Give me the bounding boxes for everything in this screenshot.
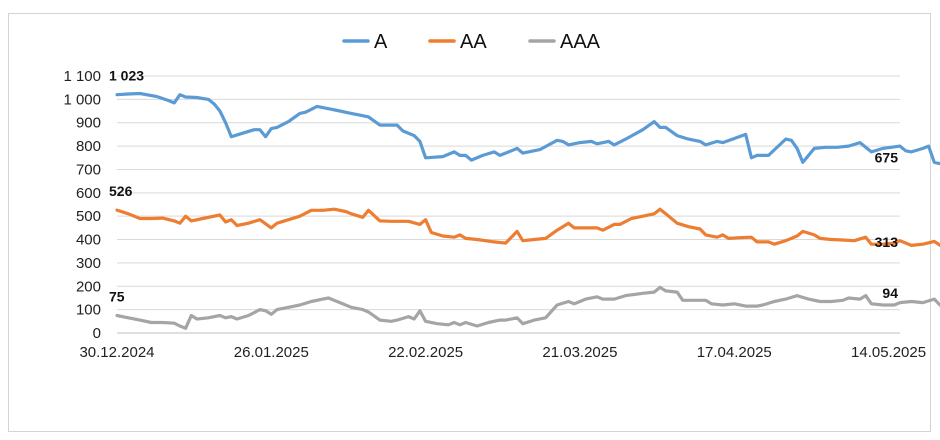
legend-item-a: A [342,31,388,53]
end-label-a: 675 [875,149,899,165]
end-label-aa: 313 [875,234,899,250]
y-tick-label: 300 [76,255,101,272]
x-tick-label: 14.05.2025 [851,344,926,361]
y-tick-label: 200 [76,278,101,295]
end-label-aaa: 94 [882,285,898,301]
y-tick-label: 600 [76,185,101,202]
legend-label: AA [460,31,487,53]
chart-frame [8,13,931,432]
x-tick-label: 30.12.2024 [79,344,154,361]
x-tick-label: 17.04.2025 [697,344,772,361]
y-tick-label: 800 [76,138,101,155]
x-tick-label: 26.01.2025 [234,344,309,361]
series-line-aaa [115,285,940,330]
y-tick-label: 900 [76,115,101,132]
start-label-aa: 526 [109,183,133,199]
gridlines [117,75,900,334]
y-tick-label: 400 [76,232,101,249]
y-axis: 0 100 200 300 400 500 600 700 800 900 1 000 1 100 [63,68,101,342]
legend: A AA AAA [342,31,601,53]
legend-item-aaa: AAA [528,31,601,53]
y-tick-label: 1 000 [63,91,101,108]
y-tick-label: 0 [93,325,101,342]
x-axis: 30.12.2024 26.01.2025 22.02.2025 21.03.2025… [79,332,926,361]
start-label-a: 1 023 [109,68,144,84]
y-tick-label: 1 100 [63,68,101,85]
x-tick-label: 21.03.2025 [542,344,617,361]
x-tick-label: 22.02.2025 [388,344,463,361]
y-tick-label: 700 [76,161,101,178]
legend-label: AAA [560,31,601,53]
y-tick-label: 100 [76,302,101,319]
data-labels: 1 023 675 526 313 75 94 [109,68,898,305]
y-tick-label: 500 [76,208,101,225]
legend-item-aa: AA [428,31,487,53]
series-line-aa [115,207,940,248]
series-lines [115,91,940,330]
series-line-a [115,91,940,166]
legend-label: A [374,31,388,53]
start-label-aaa: 75 [109,288,125,304]
